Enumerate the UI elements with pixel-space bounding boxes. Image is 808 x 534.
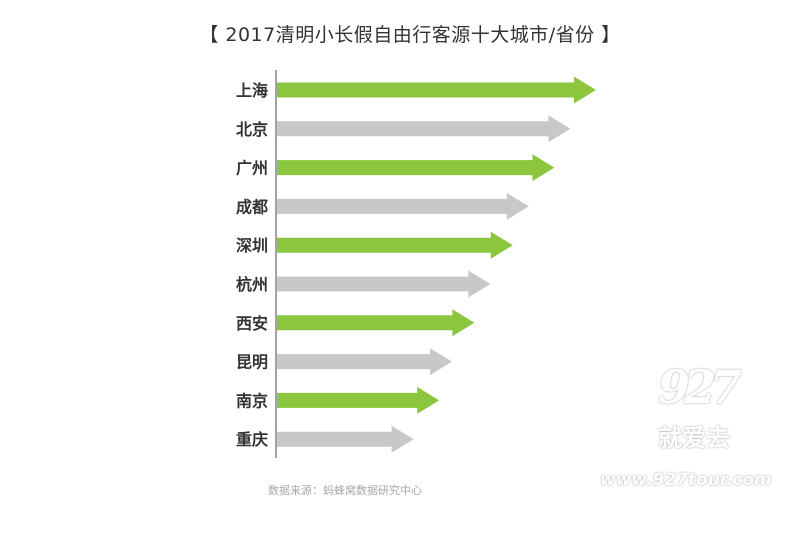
bar-arrow — [277, 309, 475, 337]
chart-title: 【 2017清明小长假自由行客源十大城市/省份 】 — [199, 24, 621, 46]
bar-arrow — [277, 76, 596, 104]
category-label: 西安 — [236, 314, 268, 333]
bar-arrow — [277, 270, 491, 298]
bar-arrow — [277, 348, 452, 376]
category-label: 广州 — [236, 159, 268, 178]
category-label: 南京 — [236, 391, 268, 410]
category-label: 深圳 — [236, 236, 268, 255]
category-label: 杭州 — [236, 275, 268, 294]
bar-arrow — [277, 192, 529, 220]
bar-arrow — [277, 231, 513, 259]
category-label: 成都 — [236, 197, 268, 216]
watermark-name: 就爱去 — [658, 424, 730, 452]
data-source-note: 数据来源：蚂蜂窝数据研究中心 — [268, 484, 422, 497]
category-label: 昆明 — [236, 353, 268, 372]
watermark-url: www.927tour.com — [600, 470, 772, 490]
category-label: 上海 — [236, 81, 268, 100]
watermark-logo: 927 就爱去 www.927tour.com — [600, 360, 800, 500]
bar-arrow — [277, 425, 414, 453]
category-label: 北京 — [236, 120, 268, 139]
bar-arrow — [277, 115, 571, 143]
watermark-number: 927 — [658, 360, 742, 414]
bar-arrow — [277, 154, 555, 182]
category-label: 重庆 — [236, 430, 268, 449]
bar-arrow — [277, 386, 440, 414]
